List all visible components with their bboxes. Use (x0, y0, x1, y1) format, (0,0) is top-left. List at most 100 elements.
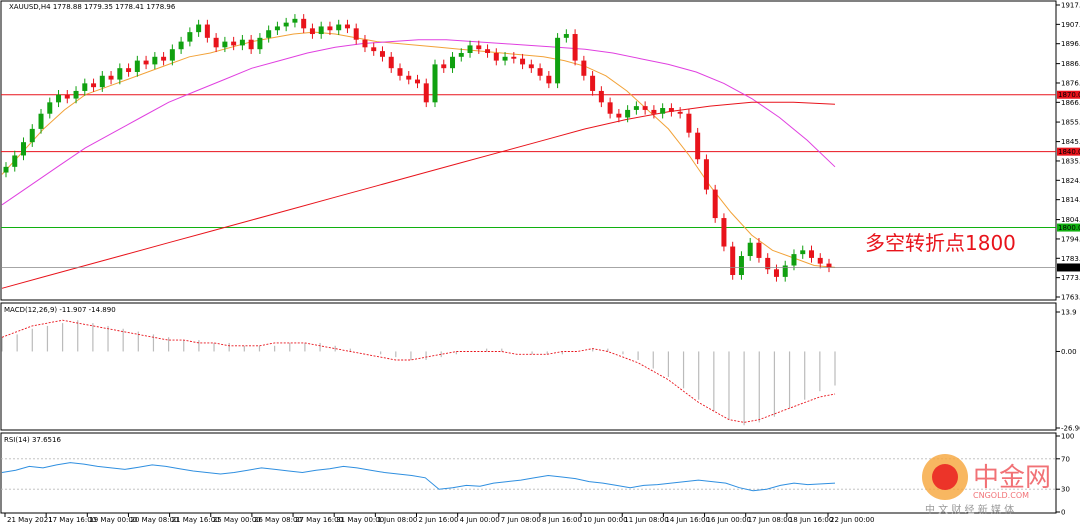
candle-body (108, 75, 114, 80)
time-tick-label: 16 Jun 00:00 (707, 516, 751, 524)
bull-candle (292, 14, 298, 28)
candle-body (21, 142, 27, 156)
candle-body (82, 83, 88, 91)
bear-candle (607, 97, 613, 119)
bear-candle (677, 107, 683, 119)
candle-body (47, 102, 53, 114)
candle-body (502, 56, 508, 61)
candle-body (660, 108, 666, 114)
candle-body (283, 22, 289, 27)
bear-candle (344, 19, 350, 34)
bear-candle (423, 78, 429, 108)
bear-candle (362, 34, 368, 53)
watermark-brand: 中金网 (973, 463, 1051, 493)
bull-candle (187, 27, 193, 47)
price-tick-label: 1845.30 (1061, 138, 1080, 146)
candle-body (64, 94, 70, 99)
bear-candle (309, 23, 315, 39)
bull-candle (47, 97, 53, 119)
candle-body (73, 90, 79, 99)
bear-candle (476, 40, 482, 54)
candle-body (476, 45, 482, 50)
price-tick-label: 1773.60 (1061, 274, 1080, 282)
candle-body (625, 109, 631, 118)
bull-candle (21, 137, 27, 161)
bear-candle (415, 74, 420, 89)
price-tick-label: 1763.40 (1061, 294, 1080, 302)
candle-body (651, 109, 657, 114)
candle-body (143, 60, 149, 65)
bull-candle (169, 44, 175, 66)
logo-inner-icon (932, 464, 958, 490)
bear-candle (572, 29, 578, 66)
bear-candle (108, 71, 114, 85)
annotation-text: 多空转折点1800 (865, 231, 1016, 255)
candle-body (12, 155, 18, 167)
candle-body (782, 265, 788, 277)
candle-body (222, 41, 228, 48)
bear-candle (204, 19, 210, 43)
candle-body (196, 24, 202, 33)
candle-body (397, 68, 403, 76)
bull-candle (432, 59, 438, 108)
price-tick-label: 1824.90 (1061, 177, 1080, 185)
bull-candle (38, 108, 44, 134)
candle-body (493, 53, 499, 61)
bear-candle (441, 59, 447, 73)
bear-candle (353, 23, 359, 45)
bull-candle (274, 21, 280, 35)
rsi-line (1, 462, 836, 492)
candle-body (458, 53, 464, 57)
bear-candle (730, 241, 736, 280)
rsi-tick-label: 30 (1061, 486, 1070, 494)
bear-candle (546, 71, 552, 89)
macd-panel-frame (0, 302, 1057, 431)
level-label: 1840.00 (1058, 148, 1080, 156)
bull-candle (196, 19, 202, 37)
time-tick-label: 11 Jun 08:00 (624, 516, 668, 524)
rsi-panel-frame (0, 432, 1057, 514)
candle-body (134, 60, 140, 72)
time-tick-label: 21 May 16:00 (172, 516, 220, 524)
bear-candle (91, 78, 97, 92)
candle-body (817, 257, 823, 264)
time-tick-label: 4 Jun 00:00 (460, 516, 500, 524)
bull-candle (117, 63, 123, 85)
candle-body (126, 68, 132, 72)
time-tick-label: 17 Jun 08:00 (748, 516, 792, 524)
time-tick-label: 1 Jun 08:00 (377, 516, 417, 524)
candle-body (572, 34, 578, 61)
bull-candle (336, 19, 342, 35)
candle-body (598, 90, 604, 103)
bear-candle (712, 184, 718, 223)
current-price-label: 1778.96 (1058, 264, 1080, 272)
candle-body (537, 68, 543, 76)
candle-body (309, 28, 315, 35)
time-tick-label: 2 Jun 16:00 (419, 516, 459, 524)
time-tick-label: 27 May 16:00 (295, 516, 343, 524)
bear-candle (616, 108, 622, 123)
watermark-tagline: 中 文 财 经 新 媒 体 (925, 503, 1014, 516)
price-tick-label: 1835.10 (1061, 157, 1080, 165)
macd-tick-label: 13.9 (1061, 309, 1077, 317)
bear-candle (695, 127, 701, 164)
bull-candle (633, 101, 639, 115)
bull-candle (782, 260, 788, 282)
candle-body (415, 79, 420, 84)
candle-body (721, 218, 727, 247)
macd-indicator: 13.9 0.00 -26.966 (1, 309, 1080, 433)
bear-candle (388, 52, 394, 73)
bear-candle (371, 42, 377, 56)
price-tick-label: 1866.00 (1061, 99, 1080, 107)
candle-body (800, 250, 806, 255)
candle-body (450, 56, 456, 69)
bear-candle (520, 53, 526, 70)
candle-body (528, 64, 534, 69)
price-tick-label: 1876.20 (1061, 79, 1080, 87)
bear-candle (590, 71, 596, 96)
candle-body (178, 41, 184, 50)
price-tick-label: 1896.90 (1061, 40, 1080, 48)
candle-body (257, 37, 263, 50)
price-tick-label: 1804.20 (1061, 216, 1080, 224)
